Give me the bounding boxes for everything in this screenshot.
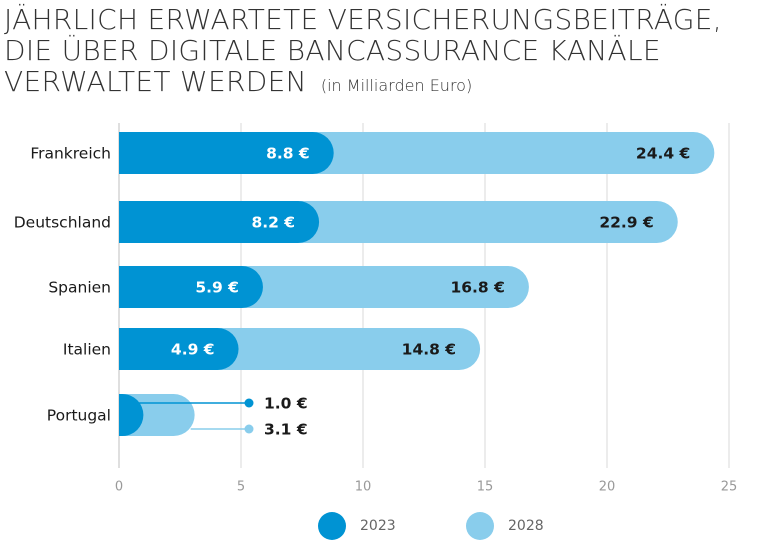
x-tick-label-5: 5: [237, 480, 245, 495]
data-label-2023-portugal: 1.0 €: [264, 395, 308, 413]
title-line-3: VERWALTET WERDEN (in Milliarden Euro): [4, 66, 744, 101]
x-tick-label-0: 0: [115, 480, 123, 495]
category-label-deutschland: Deutschland: [14, 214, 111, 232]
bar-2023-italien: [119, 328, 239, 370]
legend-swatch-2028: [466, 512, 494, 540]
x-tick-label-25: 25: [721, 480, 738, 495]
x-tick-label-15: 15: [477, 480, 494, 495]
legend-label-2023: 2023: [360, 518, 396, 534]
data-label-2023-italien: 4.9 €: [171, 341, 215, 359]
title-line-2: DIE ÜBER DIGITALE BANCASSURANCE KANÄLE: [4, 34, 661, 67]
legend-swatch-2023: [318, 512, 346, 540]
data-label-2023-deutschland: 8.2 €: [251, 214, 295, 232]
data-label-2023-spanien: 5.9 €: [195, 279, 239, 297]
legend-item-2028: 2028: [466, 512, 544, 540]
data-label-2028-italien: 14.8 €: [402, 341, 456, 359]
x-tick-label-10: 10: [355, 480, 372, 495]
x-tick-label-20: 20: [599, 480, 616, 495]
legend-label-2028: 2028: [508, 518, 544, 534]
leader-dot-2028-portugal: [244, 424, 254, 434]
category-label-portugal: Portugal: [47, 407, 111, 425]
title-line-3-text: VERWALTET WERDEN: [4, 65, 307, 98]
category-label-spanien: Spanien: [48, 279, 111, 297]
title-line-1: JÄHRLICH ERWARTETE VERSICHERUNGSBEITRÄGE…: [4, 3, 722, 36]
data-label-2028-deutschland: 22.9 €: [599, 214, 653, 232]
chart-title: JÄHRLICH ERWARTETE VERSICHERUNGSBEITRÄGE…: [4, 4, 744, 101]
data-label-2028-spanien: 16.8 €: [450, 279, 504, 297]
bar-2023-spanien: [119, 266, 263, 308]
data-label-2028-portugal: 3.1 €: [264, 421, 308, 439]
category-label-frankreich: Frankreich: [30, 145, 111, 163]
legend: 2023 2028: [0, 512, 760, 540]
leader-dot-2023-portugal: [244, 398, 254, 408]
bar-chart: 0 5 10 15 20 25 Frankreich 8.8 € 24.4 € Deutschla…: [14, 123, 738, 495]
bar-2023-portugal: [119, 394, 144, 436]
category-label-italien: Italien: [63, 341, 111, 359]
legend-item-2023: 2023: [318, 512, 396, 540]
data-label-2028-frankreich: 24.4 €: [636, 145, 690, 163]
data-label-2023-frankreich: 8.8 €: [266, 145, 310, 163]
bar-2023-frankreich: [119, 132, 334, 174]
chart-subtitle: (in Milliarden Euro): [320, 76, 473, 95]
bar-2023-deutschland: [119, 201, 320, 243]
